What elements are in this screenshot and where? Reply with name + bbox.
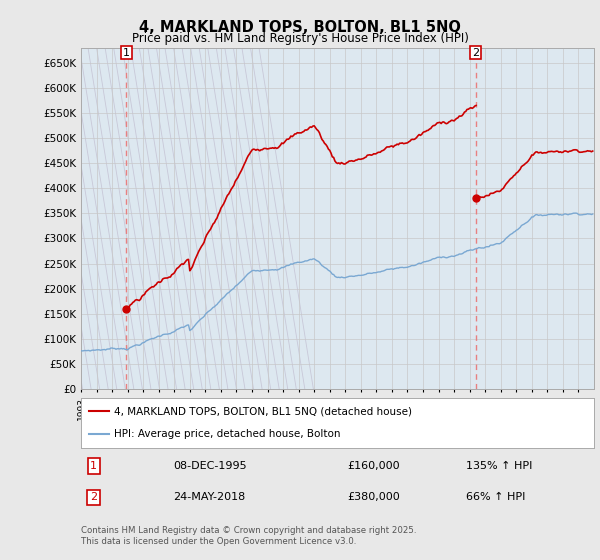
Text: 08-DEC-1995: 08-DEC-1995 — [173, 461, 247, 471]
Text: 24-MAY-2018: 24-MAY-2018 — [173, 492, 245, 502]
Text: Price paid vs. HM Land Registry's House Price Index (HPI): Price paid vs. HM Land Registry's House … — [131, 32, 469, 45]
Text: £160,000: £160,000 — [348, 461, 400, 471]
Text: Contains HM Land Registry data © Crown copyright and database right 2025.
This d: Contains HM Land Registry data © Crown c… — [81, 526, 416, 546]
Text: 1: 1 — [123, 48, 130, 58]
Text: £380,000: £380,000 — [348, 492, 401, 502]
Text: 135% ↑ HPI: 135% ↑ HPI — [466, 461, 532, 471]
Text: 1: 1 — [91, 461, 97, 471]
Text: 66% ↑ HPI: 66% ↑ HPI — [466, 492, 525, 502]
Text: 4, MARKLAND TOPS, BOLTON, BL1 5NQ (detached house): 4, MARKLAND TOPS, BOLTON, BL1 5NQ (detac… — [115, 406, 412, 416]
Text: 2: 2 — [90, 492, 97, 502]
Text: 2: 2 — [472, 48, 479, 58]
Text: HPI: Average price, detached house, Bolton: HPI: Average price, detached house, Bolt… — [115, 430, 341, 440]
Text: 4, MARKLAND TOPS, BOLTON, BL1 5NQ: 4, MARKLAND TOPS, BOLTON, BL1 5NQ — [139, 20, 461, 35]
